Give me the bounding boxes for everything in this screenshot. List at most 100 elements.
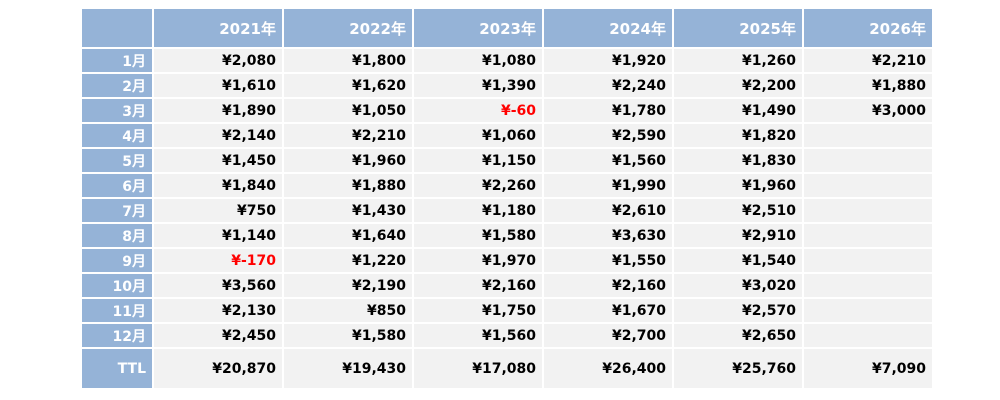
table-row: 9月 ¥-170 ¥1,220 ¥1,970 ¥1,550 ¥1,540 <box>82 249 932 272</box>
value-cell: ¥1,060 <box>414 124 542 147</box>
value-cell: ¥2,590 <box>544 124 672 147</box>
value-cell: ¥3,000 <box>804 99 932 122</box>
value-cell: ¥1,960 <box>284 149 412 172</box>
row-label: 5月 <box>82 149 152 172</box>
row-label: 12月 <box>82 324 152 347</box>
corner-cell <box>82 9 152 47</box>
value-cell: ¥2,610 <box>544 199 672 222</box>
value-cell: ¥20,870 <box>154 349 282 388</box>
value-cell: ¥1,430 <box>284 199 412 222</box>
row-label: 7月 <box>82 199 152 222</box>
value-cell: ¥1,960 <box>674 174 802 197</box>
value-cell: ¥1,970 <box>414 249 542 272</box>
value-cell: ¥1,800 <box>284 49 412 72</box>
value-cell: ¥1,670 <box>544 299 672 322</box>
value-cell: ¥1,920 <box>544 49 672 72</box>
row-label: 2月 <box>82 74 152 97</box>
value-cell: ¥1,750 <box>414 299 542 322</box>
value-cell: ¥2,200 <box>674 74 802 97</box>
table-row: 5月 ¥1,450 ¥1,960 ¥1,150 ¥1,560 ¥1,830 <box>82 149 932 172</box>
row-label: 9月 <box>82 249 152 272</box>
value-cell: ¥1,050 <box>284 99 412 122</box>
value-cell: ¥-170 <box>154 249 282 272</box>
year-header: 2021年 <box>154 9 282 47</box>
value-cell: ¥1,610 <box>154 74 282 97</box>
year-header: 2022年 <box>284 9 412 47</box>
value-cell: ¥2,240 <box>544 74 672 97</box>
table-row: 6月 ¥1,840 ¥1,880 ¥2,260 ¥1,990 ¥1,960 <box>82 174 932 197</box>
value-cell <box>804 124 932 147</box>
value-cell: ¥1,840 <box>154 174 282 197</box>
value-cell <box>804 299 932 322</box>
table-row: 12月 ¥2,450 ¥1,580 ¥1,560 ¥2,700 ¥2,650 <box>82 324 932 347</box>
value-cell: ¥1,880 <box>284 174 412 197</box>
value-cell: ¥1,640 <box>284 224 412 247</box>
table-row: 11月 ¥2,130 ¥850 ¥1,750 ¥1,670 ¥2,570 <box>82 299 932 322</box>
value-cell: ¥1,220 <box>284 249 412 272</box>
value-cell: ¥1,890 <box>154 99 282 122</box>
value-cell <box>804 174 932 197</box>
value-cell: ¥1,150 <box>414 149 542 172</box>
value-cell: ¥1,580 <box>284 324 412 347</box>
value-cell: ¥1,390 <box>414 74 542 97</box>
total-row: TTL ¥20,870 ¥19,430 ¥17,080 ¥26,400 ¥25,760 ¥7… <box>82 349 932 388</box>
table-row: 7月 ¥750 ¥1,430 ¥1,180 ¥2,610 ¥2,510 <box>82 199 932 222</box>
row-label: 3月 <box>82 99 152 122</box>
value-cell: ¥1,830 <box>674 149 802 172</box>
value-cell: ¥7,090 <box>804 349 932 388</box>
year-header: 2023年 <box>414 9 542 47</box>
value-cell: ¥1,550 <box>544 249 672 272</box>
row-label: 10月 <box>82 274 152 297</box>
value-cell <box>804 199 932 222</box>
value-cell <box>804 274 932 297</box>
value-cell: ¥26,400 <box>544 349 672 388</box>
row-label: 8月 <box>82 224 152 247</box>
table-row: 3月 ¥1,890 ¥1,050 ¥-60 ¥1,780 ¥1,490 ¥3,000 <box>82 99 932 122</box>
value-cell: ¥1,540 <box>674 249 802 272</box>
row-label: 4月 <box>82 124 152 147</box>
table-row: 8月 ¥1,140 ¥1,640 ¥1,580 ¥3,630 ¥2,910 <box>82 224 932 247</box>
value-cell: ¥1,820 <box>674 124 802 147</box>
value-cell: ¥1,580 <box>414 224 542 247</box>
value-cell: ¥2,210 <box>804 49 932 72</box>
value-cell: ¥1,990 <box>544 174 672 197</box>
value-cell: ¥1,560 <box>414 324 542 347</box>
value-cell: ¥1,880 <box>804 74 932 97</box>
value-cell: ¥1,450 <box>154 149 282 172</box>
value-cell: ¥1,080 <box>414 49 542 72</box>
value-cell: ¥1,260 <box>674 49 802 72</box>
value-cell: ¥-60 <box>414 99 542 122</box>
row-label: 11月 <box>82 299 152 322</box>
value-cell <box>804 224 932 247</box>
header-row: 2021年 2022年 2023年 2024年 2025年 2026年 <box>82 9 932 47</box>
value-cell: ¥3,560 <box>154 274 282 297</box>
table-row: 10月 ¥3,560 ¥2,190 ¥2,160 ¥2,160 ¥3,020 <box>82 274 932 297</box>
value-cell: ¥2,260 <box>414 174 542 197</box>
table-row: 2月 ¥1,610 ¥1,620 ¥1,390 ¥2,240 ¥2,200 ¥1,880 <box>82 74 932 97</box>
value-cell: ¥17,080 <box>414 349 542 388</box>
value-cell: ¥850 <box>284 299 412 322</box>
value-cell <box>804 324 932 347</box>
value-cell: ¥2,160 <box>414 274 542 297</box>
value-cell: ¥2,700 <box>544 324 672 347</box>
value-cell: ¥2,910 <box>674 224 802 247</box>
value-cell: ¥2,570 <box>674 299 802 322</box>
value-cell: ¥1,780 <box>544 99 672 122</box>
value-cell <box>804 149 932 172</box>
value-cell: ¥1,620 <box>284 74 412 97</box>
value-cell: ¥2,080 <box>154 49 282 72</box>
value-cell: ¥2,190 <box>284 274 412 297</box>
value-cell: ¥1,180 <box>414 199 542 222</box>
year-header: 2025年 <box>674 9 802 47</box>
value-cell: ¥2,650 <box>674 324 802 347</box>
value-cell: ¥3,630 <box>544 224 672 247</box>
year-header: 2026年 <box>804 9 932 47</box>
row-label: TTL <box>82 349 152 388</box>
value-cell: ¥2,130 <box>154 299 282 322</box>
value-cell: ¥25,760 <box>674 349 802 388</box>
value-cell: ¥1,560 <box>544 149 672 172</box>
value-cell: ¥1,140 <box>154 224 282 247</box>
value-cell: ¥2,510 <box>674 199 802 222</box>
monthly-yearly-table: 2021年 2022年 2023年 2024年 2025年 2026年 1月 ¥2,080 ¥… <box>80 7 934 390</box>
value-cell: ¥750 <box>154 199 282 222</box>
